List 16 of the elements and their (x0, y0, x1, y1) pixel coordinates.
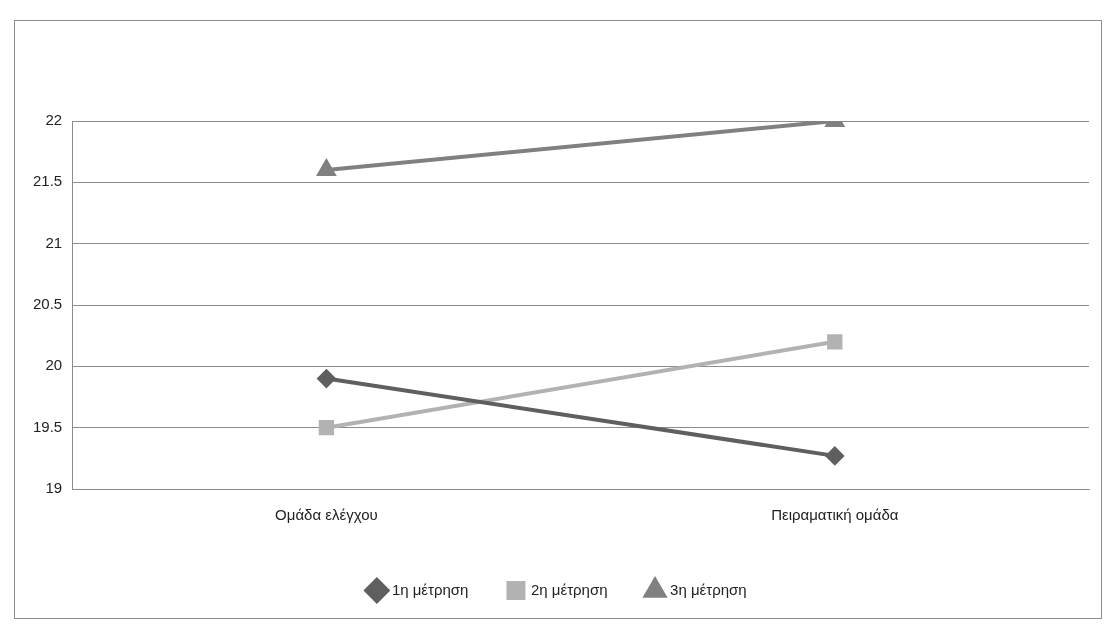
legend-label: 3η μέτρηση (670, 580, 747, 598)
y-tick-label: 22 (45, 111, 63, 129)
y-tick-label: 19.5 (32, 417, 63, 435)
y-tick-label: 19 (45, 479, 63, 497)
legend-label: 1η μέτρηση (391, 580, 469, 598)
x-tick-label: Πειραματική ομάδα (771, 506, 899, 524)
point (827, 334, 843, 350)
legend-label: 2η μέτρηση (530, 580, 608, 598)
y-tick-label: 20 (45, 356, 63, 374)
point (318, 420, 335, 436)
y-tick-label: 21.5 (32, 172, 63, 190)
point (317, 369, 336, 388)
x-tick-label: Ομάδα ελέγχου (275, 506, 378, 524)
y-tick-label: 20.5 (32, 295, 63, 313)
point (825, 446, 844, 465)
y-tick-label: 21 (45, 233, 63, 251)
